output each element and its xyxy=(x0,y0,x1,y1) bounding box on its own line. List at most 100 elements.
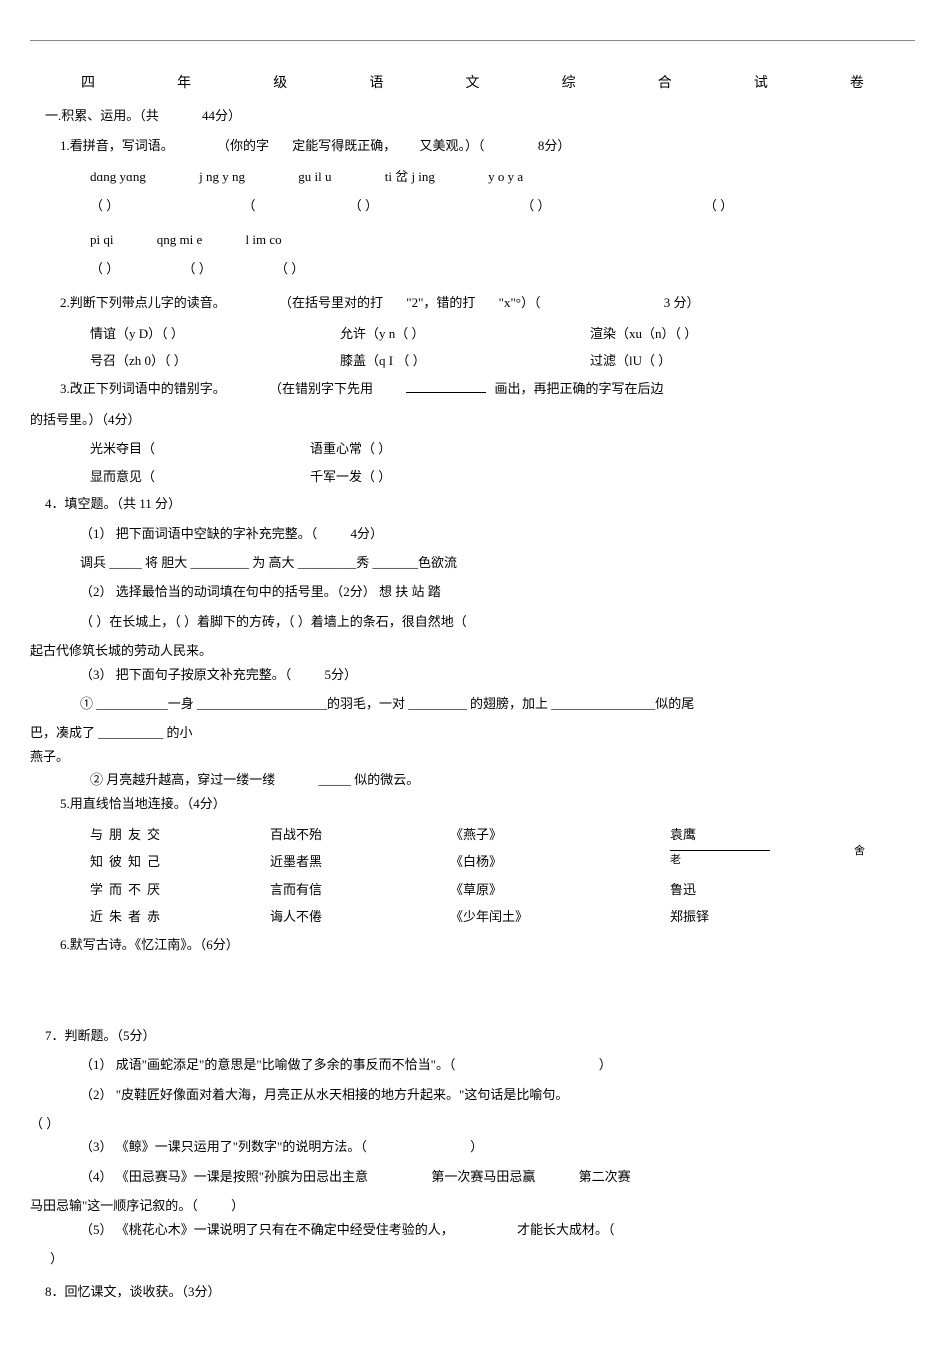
spacer xyxy=(30,964,915,1024)
match-a: 知彼知己 xyxy=(90,850,270,873)
q3-tail-text: 的括号里。）（4分） xyxy=(30,412,141,427)
pinyin: ti 岔 j ing xyxy=(385,165,435,188)
pinyin: y o y a xyxy=(488,165,523,188)
blank: （ ） xyxy=(183,257,212,280)
match-row-1: 与朋友交 百战不殆 《燕子》 袁鹰 xyxy=(30,823,915,846)
q7-text: （4） 《田忌赛马》一课是按照"孙膑为田忌出主意 xyxy=(80,1169,368,1184)
title-char: 卷 xyxy=(809,71,905,96)
paren: ） xyxy=(655,353,671,368)
q2-title: 2.判断下列带点儿字的读音。 xyxy=(60,295,226,310)
q3-item: 显而意见（ xyxy=(90,469,155,484)
q7-paren-only: （ ） xyxy=(30,1112,915,1135)
paren: ） xyxy=(50,1251,63,1266)
match-a: 学而不厌 xyxy=(90,878,270,901)
q7-item-3: （3） 《鲸》一课只运用了"列数字"的说明方法。（ ） xyxy=(30,1135,915,1158)
q4-line2b: 起古代修筑长城的劳动人民来。 xyxy=(30,639,915,662)
q4-sub3: （3） 把下面句子按原文补充完整。（ 5分） xyxy=(30,663,915,686)
q7-item-4b: 马田忌输"这一顺序记叙的。（ ） xyxy=(30,1194,915,1217)
q7-paren-close2: ） xyxy=(30,1247,915,1270)
pinyin-row-2: pi qi qng mi e l im co xyxy=(30,228,915,251)
q3-item: 语重心常（ xyxy=(310,441,375,456)
q2-item: 情谊（y D）（ xyxy=(90,326,168,341)
q4-sub2: （2） 选择最恰当的动词填在句中的括号里。（2分） 想 扶 站 踏 xyxy=(30,580,915,603)
q4-sub1-text: （1） 把下面词语中空缺的字补充完整。（ xyxy=(80,526,317,541)
match-d: 老 xyxy=(670,850,770,873)
q3-row-2: 显而意见（ 千军一发（ ） xyxy=(30,465,915,488)
q1-hint2: 定能写得既正确， xyxy=(292,138,396,153)
q7-text: （5） 《桃花心木》一课说明了只有在不确定中经受住考验的人， xyxy=(80,1222,454,1237)
paren: ） xyxy=(168,326,184,341)
q2-item: 渲染（xu（n）（ xyxy=(590,326,681,341)
q7-title: 7．判断题。（5分） xyxy=(45,1028,156,1043)
q2-pts: 3 分） xyxy=(664,295,700,310)
blank: （ ） xyxy=(275,257,304,280)
q5-title: 5.用直线恰当地连接。（4分） xyxy=(60,796,226,811)
title-char: 试 xyxy=(713,71,809,96)
paren: ） xyxy=(171,353,187,368)
match-c: 《少年闰土》 xyxy=(450,905,670,928)
q3-item: 千军一发（ xyxy=(310,469,375,484)
q7-item-4: （4） 《田忌赛马》一课是按照"孙膑为田忌出主意 第一次赛马田忌赢 第二次赛 xyxy=(30,1165,915,1188)
q7-item-2: （2） "皮鞋匠好像面对着大海，月亮正从水天相接的地方升起来。"这句话是比喻句。 xyxy=(30,1083,915,1106)
paren: ） xyxy=(470,1139,483,1154)
q4-sub1-pts: 4分） xyxy=(351,526,384,541)
title-char: 四 xyxy=(40,71,136,96)
q4-line3e-text: _____ 似的微云。 xyxy=(319,772,420,787)
title-char: 文 xyxy=(424,71,520,96)
q4-line2: （ ）在长城上，（ ）着脚下的方砖，（ ）着墙上的条石，很自然地（ xyxy=(30,610,915,633)
match-c: 《草原》 xyxy=(450,878,670,901)
q4-sub3-pts: 5分） xyxy=(325,667,358,682)
q2-quote: "2"，错的打 xyxy=(406,295,475,310)
title-char: 语 xyxy=(328,71,424,96)
match-row-2: 知彼知己 近墨者黑 《白杨》 老 舍 xyxy=(30,850,915,873)
match-extra: 舍 xyxy=(854,842,865,862)
match-c: 《白杨》 xyxy=(450,850,670,873)
q7-item-5: （5） 《桃花心木》一课说明了只有在不确定中经受住考验的人， 才能长大成材。（ xyxy=(30,1218,915,1241)
q7-text: （3） 《鲸》一课只运用了"列数字"的说明方法。（ xyxy=(80,1139,367,1154)
paren: （ ） xyxy=(30,1116,59,1131)
q7-text: （1） 成语"画蛇添足"的意思是"比喻做了多余的事反而不恰当"。（ xyxy=(80,1057,455,1072)
pinyin: gu il u xyxy=(298,165,331,188)
blank: （ xyxy=(243,194,256,217)
q2-item: 膝盖（q I xyxy=(340,353,393,368)
q4-line3b: 巴，凑成了 __________ 的小 xyxy=(30,721,915,744)
question-3: 3.改正下列词语中的错别字。 （在错别字下先用 画出，再把正确的字写在后边 xyxy=(30,377,915,400)
blank: （ ） xyxy=(90,194,119,217)
match-b: 百战不殆 xyxy=(270,823,450,846)
question-2: 2.判断下列带点儿字的读音。 （在括号里对的打 "2"，错的打 "x"°）（ 3… xyxy=(30,291,915,314)
q7-text: 才能长大成材。（ xyxy=(517,1222,615,1237)
blank-row-2: （ ） （ ） （ ） xyxy=(30,257,915,280)
q2-item: 允许（y n（ xyxy=(340,326,408,341)
q4-line3d: ② 月亮越升越高，穿过一缕一缕 _____ 似的微云。 xyxy=(30,768,915,791)
pinyin: pi qi xyxy=(90,228,113,251)
pinyin-row-1: dɑng yɑng j ng y ng gu il u ti 岔 j ing y… xyxy=(30,165,915,188)
section-heading: 一.积累、运用。（共 44分） xyxy=(30,104,915,127)
match-b: 言而有信 xyxy=(270,878,450,901)
q1-hint: （你的字 xyxy=(217,138,269,153)
q4-items1-text: 调兵 _____ 将 胆大 _________ 为 高大 _________秀 … xyxy=(80,555,457,570)
question-4: 4．填空题。（共 11 分） xyxy=(30,492,915,515)
section-points: 44分） xyxy=(202,108,241,123)
blank: （ ） xyxy=(704,194,733,217)
page-title: 四 年 级 语 文 综 合 试 卷 xyxy=(30,71,915,96)
pinyin: dɑng yɑng xyxy=(90,165,146,188)
question-7: 7．判断题。（5分） xyxy=(30,1024,915,1047)
q4-line3c: 燕子。 xyxy=(30,745,915,768)
q4-line3a-text: ① ___________一身 ____________________的羽毛，… xyxy=(80,696,694,711)
q1-pts: 8分） xyxy=(538,138,571,153)
q3-tail: 的括号里。）（4分） xyxy=(30,408,915,431)
q4-title: 4．填空题。（共 11 分） xyxy=(45,496,181,511)
q6-title: 6.默写古诗。《忆江南》。（6分） xyxy=(60,937,239,952)
q7-text: 马田忌输"这一顺序记叙的。（ xyxy=(30,1198,198,1213)
blank: （ ） xyxy=(521,194,550,217)
q2-item: 号召（zh 0）（ xyxy=(90,353,171,368)
question-8: 8．回忆课文，谈收获。（3分） xyxy=(30,1280,915,1303)
q4-line2-text: （ ）在长城上，（ ）着脚下的方砖，（ ）着墙上的条石，很自然地（ xyxy=(80,614,467,629)
q4-line2b-text: 起古代修筑长城的劳动人民来。 xyxy=(30,643,212,658)
blank-row-1: （ ） （ （ ） （ ） （ ） xyxy=(30,194,915,217)
match-d: 袁鹰 xyxy=(670,823,770,846)
paren: （ ） xyxy=(393,353,426,368)
q4-sub1: （1） 把下面词语中空缺的字补充完整。（ 4分） xyxy=(30,522,915,545)
q1-title: 1.看拼音，写词语。 xyxy=(60,138,174,153)
q4-line3c-text: 燕子。 xyxy=(30,749,69,764)
